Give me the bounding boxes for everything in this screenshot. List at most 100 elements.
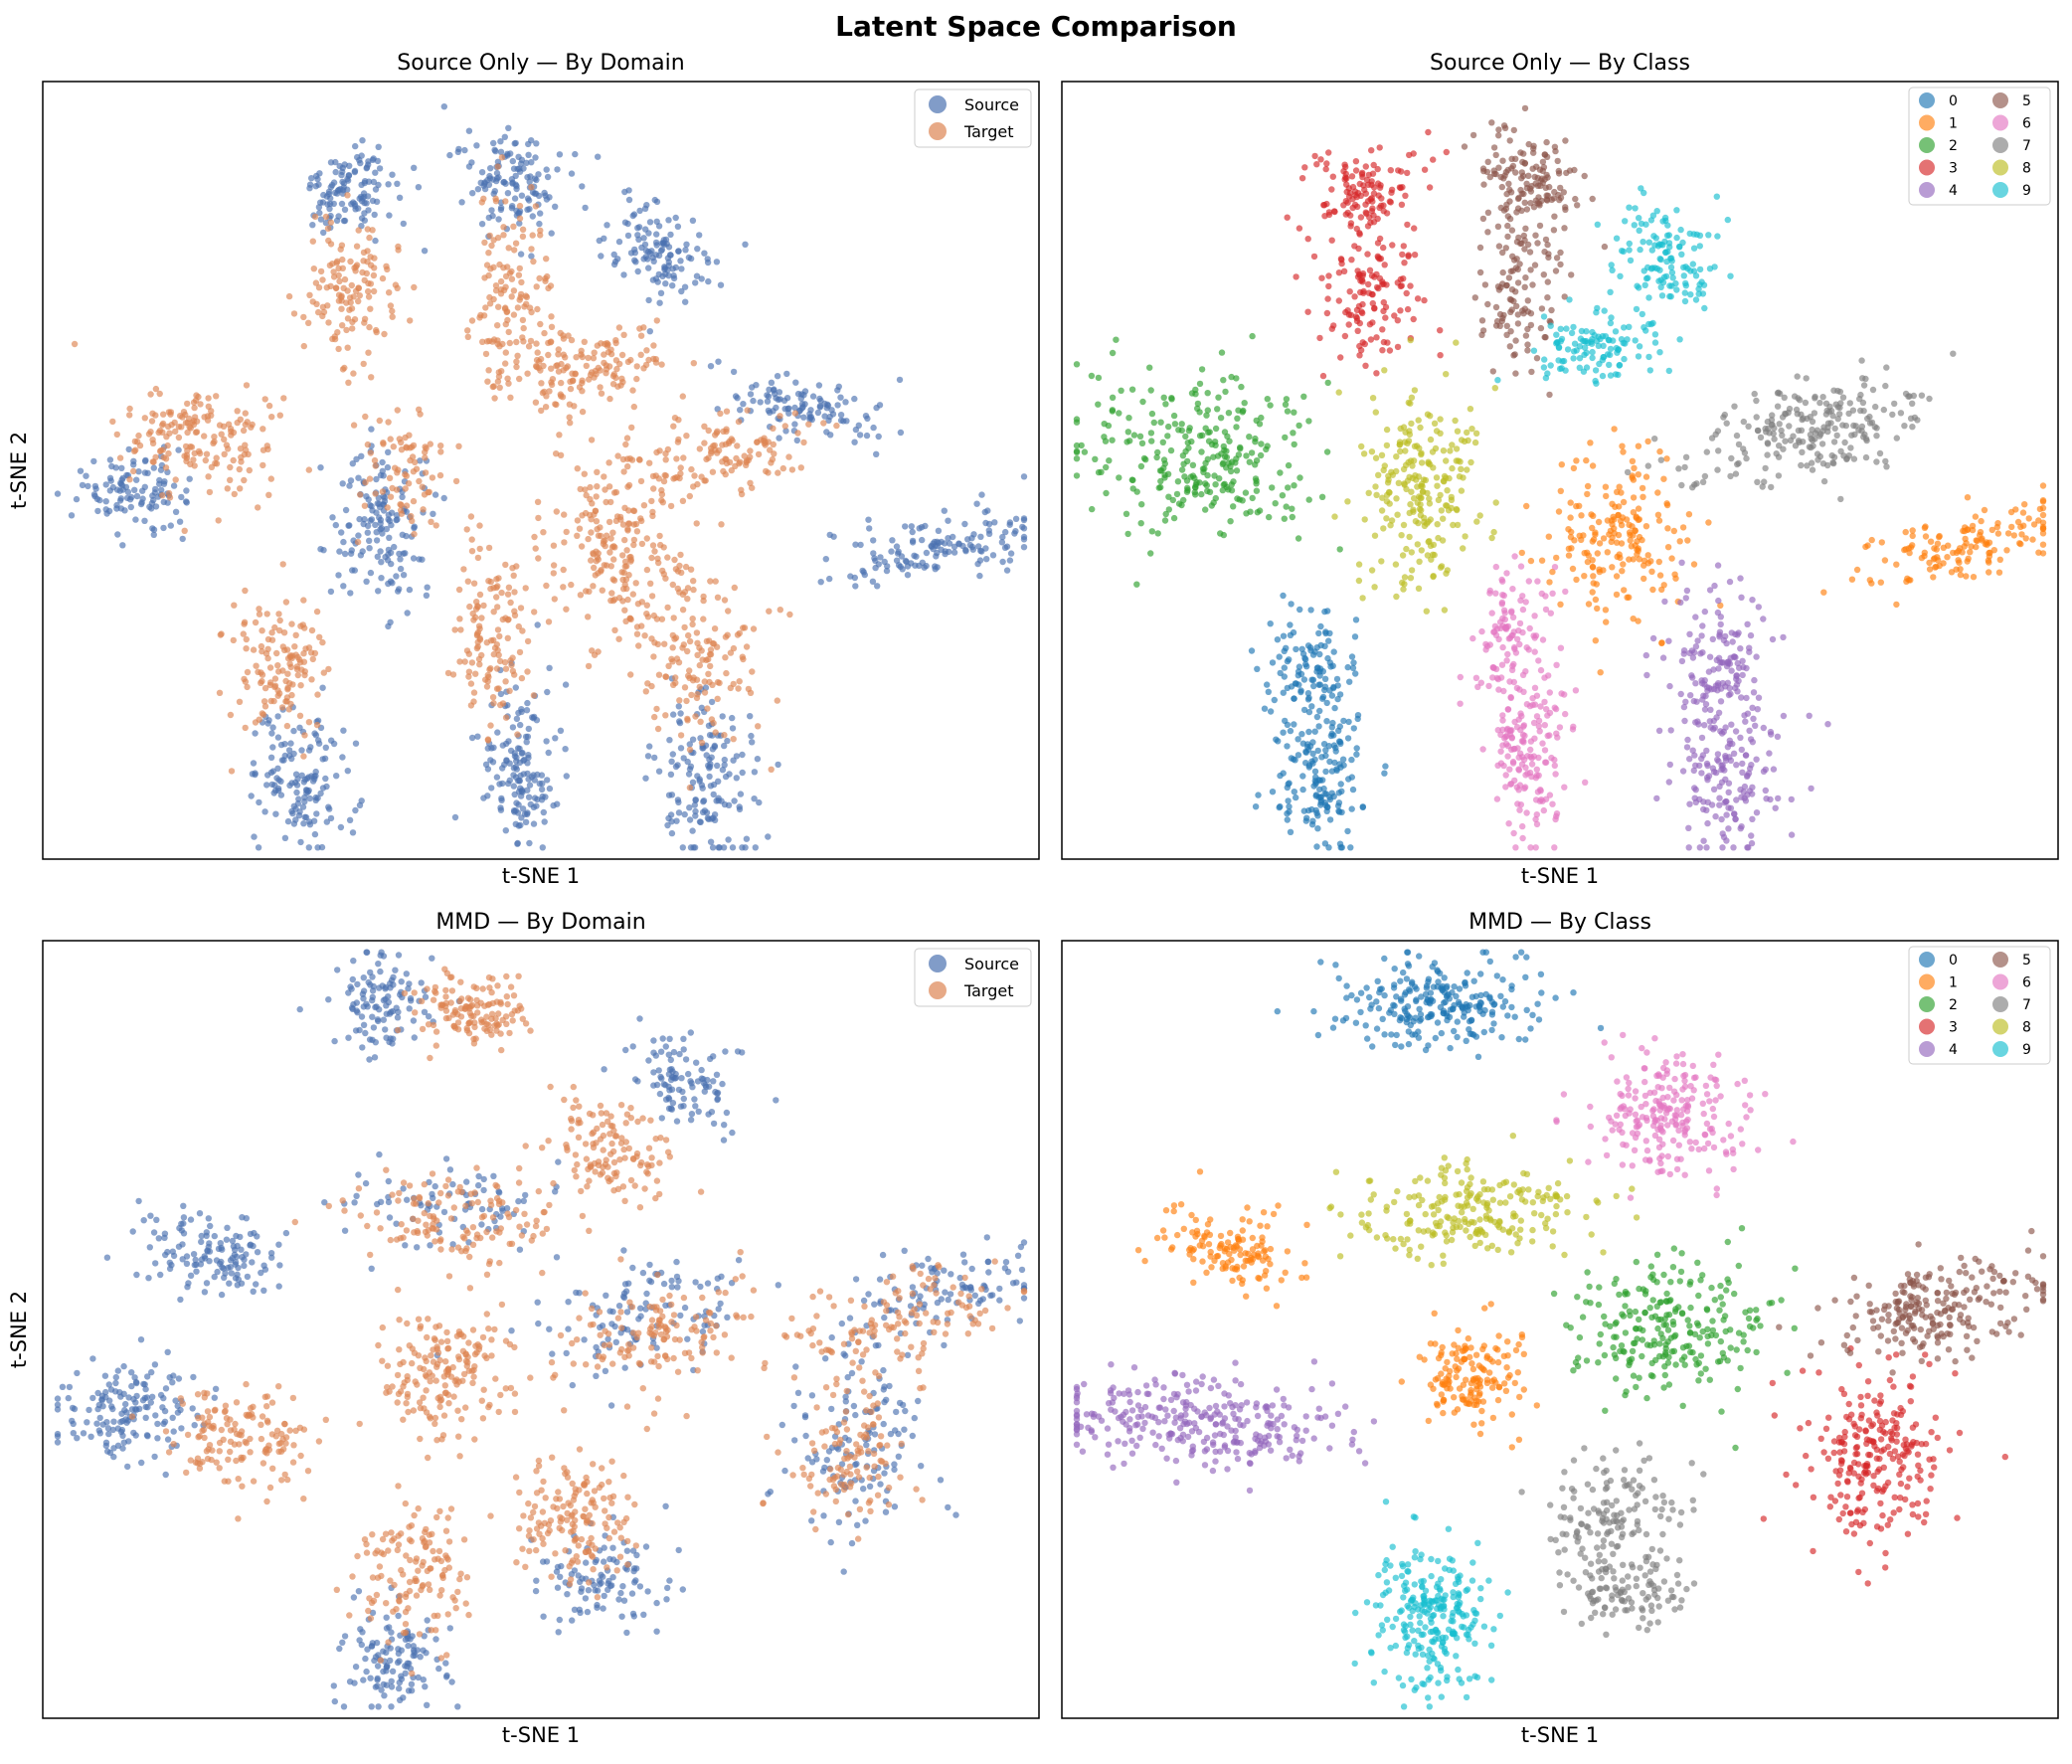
data-point bbox=[655, 223, 663, 230]
data-point bbox=[1703, 774, 1711, 782]
data-point bbox=[288, 780, 295, 787]
data-point bbox=[1479, 746, 1486, 753]
data-point bbox=[340, 583, 347, 590]
data-point bbox=[918, 524, 926, 531]
data-point bbox=[1755, 427, 1762, 435]
data-point bbox=[496, 632, 503, 640]
data-point bbox=[621, 581, 628, 589]
data-point bbox=[357, 491, 364, 498]
data-point bbox=[1220, 442, 1228, 450]
data-point bbox=[1524, 347, 1531, 354]
data-point bbox=[966, 541, 974, 549]
data-point bbox=[1907, 544, 1915, 551]
data-point bbox=[1552, 147, 1559, 155]
data-point bbox=[1684, 736, 1691, 744]
data-point bbox=[480, 602, 487, 610]
data-point bbox=[1327, 732, 1335, 740]
data-point bbox=[1214, 406, 1221, 413]
data-point bbox=[1348, 774, 1356, 781]
data-point bbox=[514, 165, 521, 173]
data-point bbox=[1313, 843, 1320, 850]
data-point bbox=[664, 821, 671, 829]
data-point bbox=[1595, 518, 1603, 526]
data-point bbox=[646, 328, 653, 335]
data-point bbox=[312, 279, 320, 286]
data-point bbox=[556, 151, 564, 158]
data-point bbox=[211, 434, 218, 441]
data-point bbox=[1685, 824, 1692, 831]
data-point bbox=[729, 725, 737, 732]
data-point bbox=[1095, 401, 1102, 408]
data-point bbox=[365, 158, 372, 165]
data-point bbox=[660, 240, 667, 247]
data-point bbox=[1492, 563, 1500, 571]
data-point bbox=[1532, 232, 1539, 239]
data-point bbox=[1511, 553, 1518, 560]
data-point bbox=[1489, 368, 1497, 375]
data-point bbox=[411, 530, 418, 538]
data-point bbox=[354, 153, 361, 161]
data-point bbox=[610, 251, 617, 259]
data-point bbox=[1555, 170, 1563, 177]
data-point bbox=[667, 771, 675, 778]
data-point bbox=[670, 711, 677, 718]
data-point bbox=[689, 827, 696, 834]
data-point bbox=[1518, 207, 1525, 214]
data-point bbox=[679, 591, 687, 598]
data-point bbox=[175, 446, 182, 453]
data-point bbox=[172, 476, 179, 483]
data-point bbox=[2039, 550, 2047, 557]
data-point bbox=[329, 335, 336, 343]
data-point bbox=[1324, 654, 1331, 662]
data-point bbox=[1499, 742, 1506, 749]
data-point bbox=[687, 255, 695, 263]
data-point bbox=[1217, 415, 1225, 422]
data-point bbox=[1624, 468, 1632, 476]
data-point bbox=[1154, 448, 1161, 456]
data-point bbox=[1562, 588, 1569, 596]
data-point bbox=[485, 367, 492, 374]
data-point bbox=[1315, 723, 1322, 730]
data-point bbox=[280, 395, 287, 402]
data-point bbox=[1561, 784, 1568, 791]
data-point bbox=[1542, 606, 1550, 614]
data-point bbox=[725, 836, 732, 843]
data-point bbox=[152, 385, 160, 393]
data-point bbox=[73, 495, 81, 503]
data-point bbox=[583, 362, 590, 370]
data-point bbox=[902, 523, 909, 530]
data-point bbox=[1732, 470, 1740, 477]
data-point bbox=[1553, 554, 1560, 562]
data-point bbox=[1620, 561, 1627, 568]
data-point bbox=[399, 493, 406, 500]
data-point bbox=[1550, 227, 1558, 234]
data-point bbox=[620, 331, 627, 338]
data-point bbox=[1551, 564, 1559, 571]
data-point bbox=[1882, 457, 1889, 465]
data-point bbox=[1670, 527, 1678, 535]
data-point bbox=[652, 275, 660, 282]
data-point bbox=[1516, 806, 1523, 813]
data-point bbox=[555, 351, 562, 358]
data-point bbox=[320, 669, 327, 676]
data-point bbox=[511, 195, 519, 202]
data-point bbox=[851, 574, 858, 582]
data-point bbox=[502, 272, 510, 280]
data-point bbox=[368, 374, 375, 381]
data-point bbox=[531, 794, 539, 801]
data-point bbox=[305, 719, 313, 726]
data-point bbox=[1276, 653, 1283, 660]
data-point bbox=[1567, 514, 1574, 521]
data-point bbox=[737, 407, 744, 414]
data-point bbox=[1180, 496, 1187, 504]
data-point bbox=[612, 337, 619, 344]
data-point bbox=[396, 194, 404, 201]
data-point bbox=[1291, 695, 1297, 702]
data-point bbox=[297, 838, 304, 846]
data-point bbox=[1694, 637, 1701, 644]
data-point bbox=[463, 526, 470, 533]
data-point bbox=[669, 644, 676, 651]
data-point bbox=[1147, 387, 1154, 394]
data-point bbox=[495, 369, 502, 376]
data-point bbox=[179, 414, 186, 421]
